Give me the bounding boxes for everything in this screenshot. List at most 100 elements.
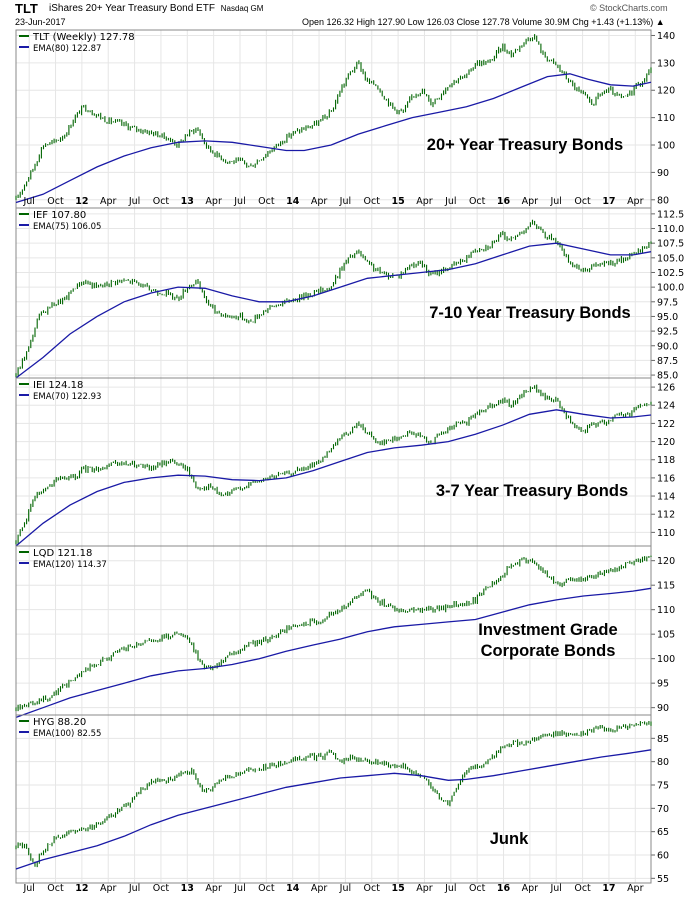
x-tick-label: Oct <box>47 883 64 894</box>
x-tick-label: Apr <box>311 883 328 894</box>
security-name: iShares 20+ Year Treasury Bond ETF Nasda… <box>49 3 263 14</box>
x-tick-label: Apr <box>416 883 433 894</box>
y-tick-label: 112 <box>657 510 675 521</box>
quote-line: Open 126.32 High 127.90 Low 126.03 Close… <box>302 17 665 27</box>
x-tick-label: Jul <box>339 883 351 894</box>
legend-price-label: IEI 124.18 <box>33 380 83 391</box>
price-series <box>15 721 652 868</box>
x-tick-label: 14 <box>286 196 300 207</box>
y-tick-label: 80 <box>657 757 669 768</box>
y-tick-label: 85.0 <box>657 371 678 382</box>
stockcharts-brand: © StockCharts.com <box>590 3 668 13</box>
panel-annotation: 20+ Year Treasury Bonds <box>427 136 623 154</box>
y-tick-label: 97.5 <box>657 297 678 308</box>
y-tick-label: 130 <box>657 58 675 69</box>
x-tick-label: Jul <box>444 196 456 207</box>
ema-line <box>15 409 652 547</box>
x-tick-label: Apr <box>627 196 644 207</box>
legend-ema-label: EMA(120) 114.37 <box>33 560 107 570</box>
y-tick-label: 110 <box>657 605 675 616</box>
y-tick-label: 95.0 <box>657 312 678 323</box>
y-tick-label: 110.0 <box>657 224 684 235</box>
chart-date: 23-Jun-2017 <box>15 17 66 27</box>
panel-2: 85.0 87.5 90.0 92.5 95.0 97.5 100.0 102.5 105.0 1… <box>15 207 684 382</box>
legend-price-label: HYG 88.20 <box>33 717 86 728</box>
x-tick-label: Apr <box>522 883 539 894</box>
x-tick-label: 12 <box>75 196 88 207</box>
y-tick-label: 112.5 <box>657 209 684 220</box>
y-tick-label: 110 <box>657 528 675 539</box>
legend-ema-label: EMA(100) 82.55 <box>33 729 101 739</box>
x-tick-label: Apr <box>311 196 328 207</box>
y-tick-label: 120 <box>657 437 675 448</box>
x-tick-label: 13 <box>181 883 194 894</box>
price-series <box>15 555 652 712</box>
x-tick-label: 14 <box>286 883 300 894</box>
y-tick-label: 115 <box>657 581 675 592</box>
x-tick-label: 16 <box>497 196 511 207</box>
ema-line <box>15 749 652 870</box>
panel-annotation: 3-7 Year Treasury Bonds <box>436 482 628 500</box>
x-tick-label: Oct <box>47 196 64 207</box>
y-tick-label: 90 <box>657 703 669 714</box>
x-tick-label: Apr <box>627 883 644 894</box>
y-tick-label: 140 <box>657 31 675 42</box>
y-tick-label: 90 <box>657 168 669 179</box>
x-tick-label: 12 <box>75 883 88 894</box>
price-bars <box>15 555 652 712</box>
x-tick-label: Apr <box>522 196 539 207</box>
price-bars <box>15 219 652 378</box>
y-tick-label: 124 <box>657 401 675 412</box>
y-tick-label: 100.0 <box>657 283 684 294</box>
ticker-symbol: TLT <box>15 1 38 16</box>
y-tick-label: 65 <box>657 827 669 838</box>
x-tick-label: Apr <box>100 196 117 207</box>
price-series <box>15 384 652 545</box>
y-tick-label: 95 <box>657 679 669 690</box>
y-tick-label: 105.0 <box>657 253 684 264</box>
panel-frame <box>15 714 652 884</box>
price-bars <box>15 34 652 200</box>
x-tick-label: Oct <box>153 196 170 207</box>
y-tick-label: 60 <box>657 851 669 862</box>
x-tick-label: Oct <box>574 883 591 894</box>
x-tick-label: Apr <box>205 196 222 207</box>
y-tick-label: 80 <box>657 195 669 206</box>
x-tick-label: Oct <box>258 196 275 207</box>
x-tick-label: 15 <box>391 196 404 207</box>
y-tick-label: 92.5 <box>657 327 678 338</box>
x-tick-label: Oct <box>153 883 170 894</box>
price-bars <box>15 384 652 545</box>
y-tick-label: 90.0 <box>657 341 678 352</box>
legend-price-label: LQD 121.18 <box>33 548 92 559</box>
x-tick-label: Jul <box>22 883 34 894</box>
legend-ema-label: EMA(80) 122.87 <box>33 44 101 54</box>
x-tick-label: Oct <box>258 883 275 894</box>
y-tick-label: 70 <box>657 804 669 815</box>
ema-line <box>15 242 652 379</box>
price-series <box>15 219 652 378</box>
legend-ema-label: EMA(70) 122.93 <box>33 392 101 402</box>
price-bars <box>15 721 652 868</box>
y-tick-label: 116 <box>657 473 675 484</box>
panel-annotation: Corporate Bonds <box>481 642 616 660</box>
x-tick-label: Oct <box>574 196 591 207</box>
y-tick-label: 87.5 <box>657 356 678 367</box>
panel-annotation: Junk <box>490 830 529 848</box>
exchange-name: Nasdaq GM <box>220 4 264 13</box>
y-tick-label: 122 <box>657 419 675 430</box>
x-tick-label: Oct <box>364 196 381 207</box>
x-tick-label: Jul <box>444 883 456 894</box>
price-series <box>15 34 652 200</box>
legend-price-label: TLT (Weekly) 127.78 <box>32 32 135 43</box>
y-tick-label: 120 <box>657 556 675 567</box>
panel-annotation: Investment Grade <box>478 621 617 639</box>
y-tick-label: 114 <box>657 492 675 503</box>
x-tick-label: Jul <box>233 883 245 894</box>
y-tick-label: 100 <box>657 141 675 152</box>
y-tick-label: 118 <box>657 455 675 466</box>
